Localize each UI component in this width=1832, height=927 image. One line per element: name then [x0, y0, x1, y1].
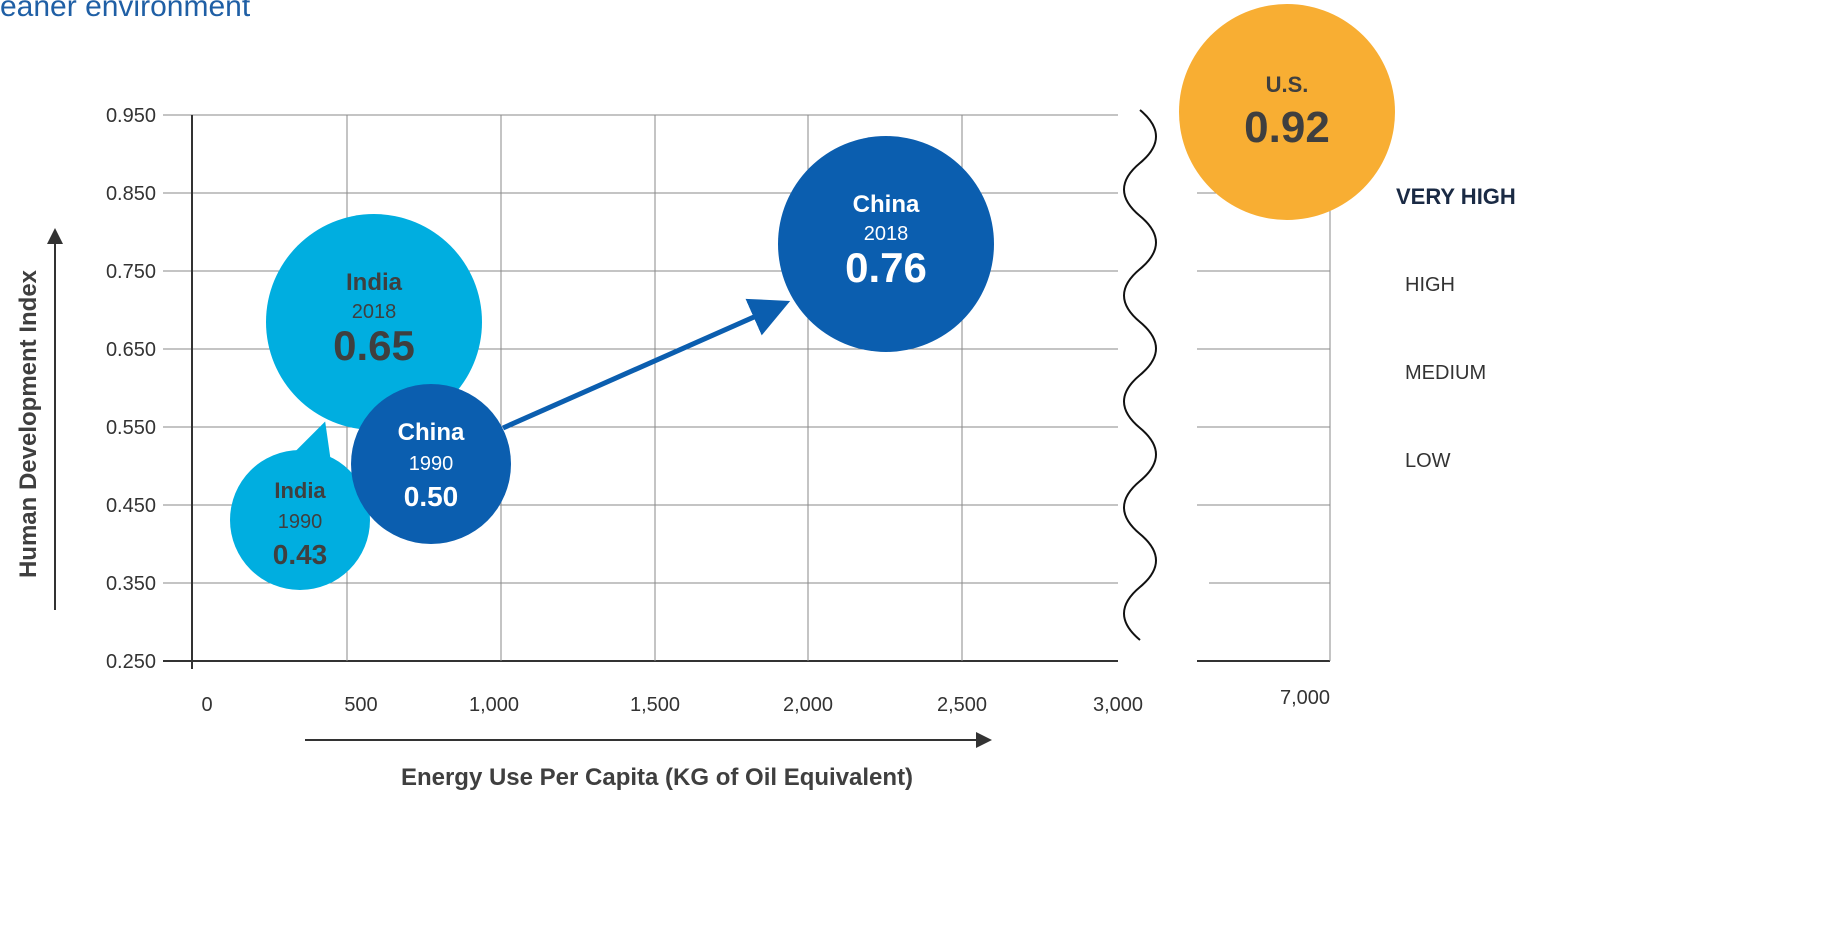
x-tick-label-break: 7,000 — [1280, 687, 1330, 709]
china-trend-arrow — [501, 298, 791, 431]
bubble-circle — [1179, 4, 1395, 220]
bubble-circle — [266, 214, 482, 430]
hdi-level-low: LOW — [1405, 450, 1451, 472]
y-tick-labels: 0.250 0.350 0.450 0.550 0.650 0.750 0.850 0.950 — [106, 105, 156, 673]
bubble-india-1990: India 1990 0.43 — [230, 450, 370, 590]
y-tick-label: 0.850 — [106, 183, 156, 205]
trend-arrows — [293, 298, 791, 466]
x-tick-label: 2,500 — [937, 694, 987, 716]
y-tick-label: 0.450 — [106, 495, 156, 517]
bubble-name: India — [346, 269, 403, 296]
axis-break-wave — [1123, 109, 1157, 641]
x-tick-label: 0 — [201, 694, 212, 716]
y-tick-label: 0.750 — [106, 261, 156, 283]
bubble-name: India — [274, 478, 326, 503]
hdi-level-medium: MEDIUM — [1405, 362, 1486, 384]
bubble-us: U.S. 0.92 — [1179, 4, 1395, 220]
bubble-year: 1990 — [278, 511, 323, 533]
x-tick-labels: 0 500 1,000 1,500 2,000 2,500 3,000 7,000 — [201, 687, 1330, 716]
hdi-level-high: HIGH — [1405, 274, 1455, 296]
india-trend-arrow — [293, 421, 332, 466]
data-bubbles: India20180.65India19900.43China19900.50C… — [230, 4, 1395, 590]
y-tick-label: 0.650 — [106, 339, 156, 361]
x-tick-label: 1,000 — [469, 694, 519, 716]
hdi-level-labels: VERY HIGH HIGH MEDIUM LOW — [1396, 184, 1516, 472]
bubble-circle — [230, 450, 370, 590]
bubble-value: 0.43 — [273, 539, 328, 570]
bubble-circle — [778, 136, 994, 352]
bubble-value: 0.65 — [333, 322, 415, 369]
x-tick-label: 1,500 — [630, 694, 680, 716]
bubble-value: 0.92 — [1244, 103, 1330, 152]
y-tick-label: 0.350 — [106, 573, 156, 595]
bubble-name: China — [853, 191, 920, 218]
y-axis-label: Human Development Index — [15, 269, 42, 578]
bubble-name: China — [398, 419, 465, 446]
bubble-year: 1990 — [409, 453, 454, 475]
bubble-value: 0.50 — [404, 481, 459, 512]
page-title-fragment: eaner environment — [0, 0, 251, 23]
bubble-name: U.S. — [1266, 72, 1309, 97]
y-tick-label: 0.250 — [106, 651, 156, 673]
bubble-value: 0.76 — [845, 244, 927, 291]
bubble-china-1990: China 1990 0.50 — [351, 384, 511, 544]
x-tick-label: 3,000 — [1093, 694, 1143, 716]
x-axis-label: Energy Use Per Capita (KG of Oil Equival… — [401, 764, 913, 791]
hdi-level-very-high: VERY HIGH — [1396, 184, 1516, 209]
x-tick-label: 2,000 — [783, 694, 833, 716]
bubble-year: 2018 — [864, 223, 909, 245]
bubble-circle — [351, 384, 511, 544]
y-tick-label: 0.950 — [106, 105, 156, 127]
x-tick-label: 500 — [344, 694, 377, 716]
bubble-year: 2018 — [352, 301, 397, 323]
y-tick-label: 0.550 — [106, 417, 156, 439]
